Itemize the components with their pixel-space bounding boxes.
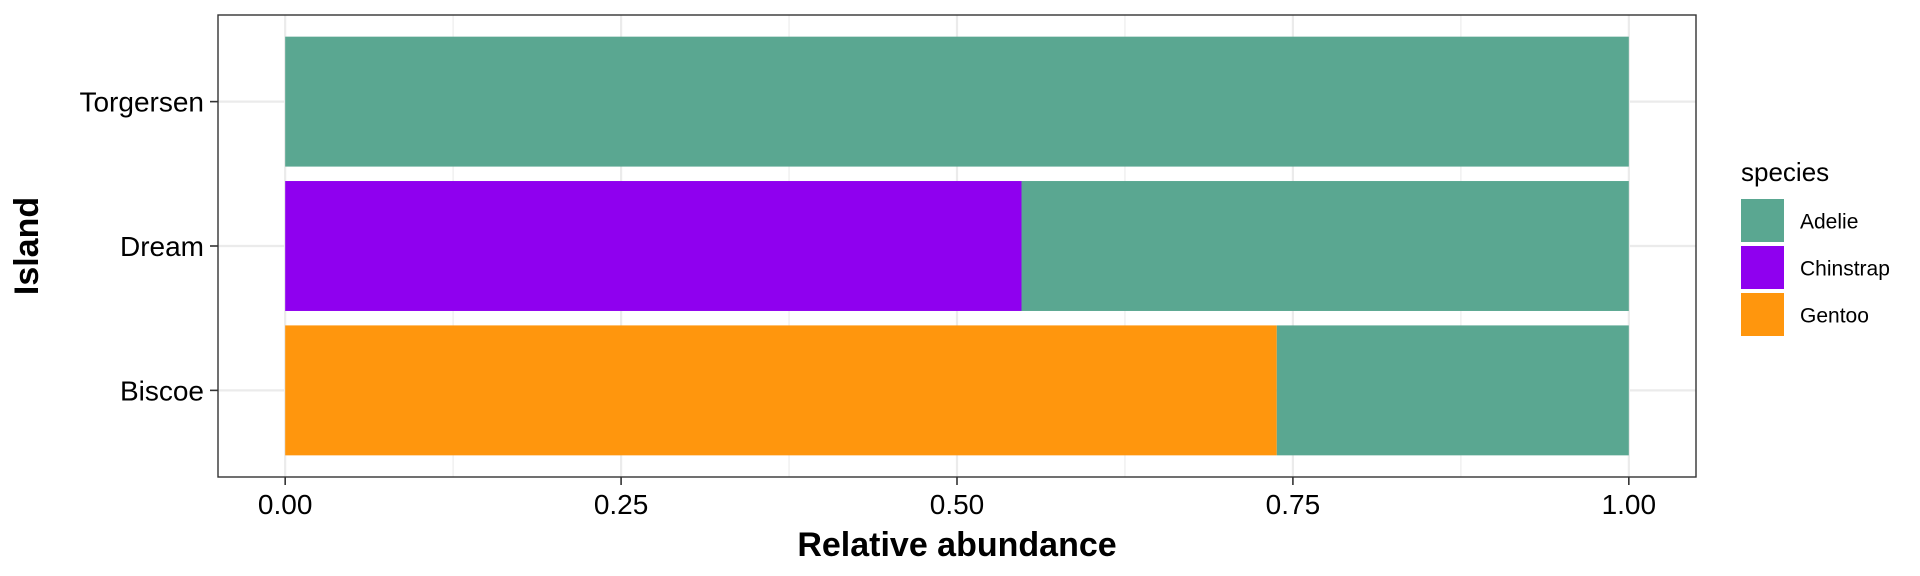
x-axis: 0.00 0.25 0.50 0.75 1.00 (258, 477, 1656, 520)
y-axis-title: Island (8, 197, 46, 295)
legend-key-adelie (1741, 199, 1784, 242)
legend-key-chinstrap (1741, 246, 1784, 289)
y-axis: Biscoe Dream Torgersen (79, 87, 218, 406)
bar-biscoe-adelie (1276, 325, 1629, 456)
legend: species Adelie Chinstrap Gentoo (1741, 157, 1890, 336)
bar-dream-chinstrap (285, 181, 1022, 311)
bars (285, 36, 1629, 456)
y-tick-label-biscoe: Biscoe (120, 375, 204, 406)
x-tick-label: 0.50 (930, 489, 985, 520)
legend-label-chinstrap: Chinstrap (1800, 258, 1890, 281)
y-tick-label-dream: Dream (120, 231, 204, 262)
legend-label-gentoo: Gentoo (1800, 305, 1869, 328)
x-tick-label: 1.00 (1602, 489, 1657, 520)
legend-label-adelie: Adelie (1800, 211, 1858, 234)
x-tick-label: 0.75 (1266, 489, 1321, 520)
legend-title: species (1741, 157, 1829, 187)
x-axis-title: Relative abundance (797, 526, 1116, 564)
x-tick-label: 0.25 (594, 489, 649, 520)
bar-dream-adelie (1021, 181, 1629, 311)
bar-torgersen-adelie (285, 36, 1629, 167)
y-tick-label-torgersen: Torgersen (79, 87, 204, 118)
legend-key-gentoo (1741, 293, 1784, 336)
bar-biscoe-gentoo (285, 325, 1277, 456)
x-tick-label: 0.00 (258, 489, 313, 520)
